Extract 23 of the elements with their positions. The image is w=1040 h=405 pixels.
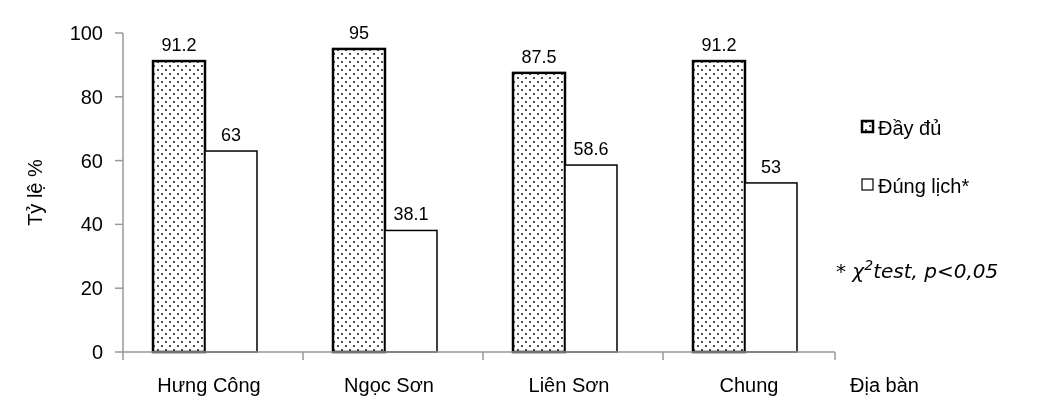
data-label: 91.2 <box>701 35 737 56</box>
y-tick-label: 80 <box>80 85 103 108</box>
data-label: 58.6 <box>573 139 609 160</box>
data-label: 63 <box>220 125 242 146</box>
y-axis-title: Tỷ lệ % <box>24 158 46 226</box>
text: * χ$^{2}$test, p<0,05 <box>836 257 999 283</box>
data-label: 38.1 <box>393 204 429 225</box>
data-label: 95 <box>348 22 370 43</box>
x-tick-label: Ngọc Sơn <box>344 374 434 396</box>
x-tick-label: Chung <box>719 374 779 396</box>
x-axis-title: Địa bàn <box>850 374 919 396</box>
y-tick-label: 0 <box>91 341 103 363</box>
data-label: 87.5 <box>521 46 557 67</box>
y-tick-label: 60 <box>80 149 103 172</box>
data-label: 53 <box>760 156 782 177</box>
legend-label: Đúng lịch* <box>878 175 970 197</box>
y-tick-label: 20 <box>80 277 103 300</box>
y-tick-label: 100 <box>69 22 103 44</box>
x-tick-label: Liên Sơn <box>528 374 610 396</box>
legend-label: Đầy đủ <box>878 117 942 139</box>
x-tick-label: Hưng Công <box>157 374 261 396</box>
data-label: 91.2 <box>161 35 197 56</box>
y-tick-label: 40 <box>80 213 103 236</box>
